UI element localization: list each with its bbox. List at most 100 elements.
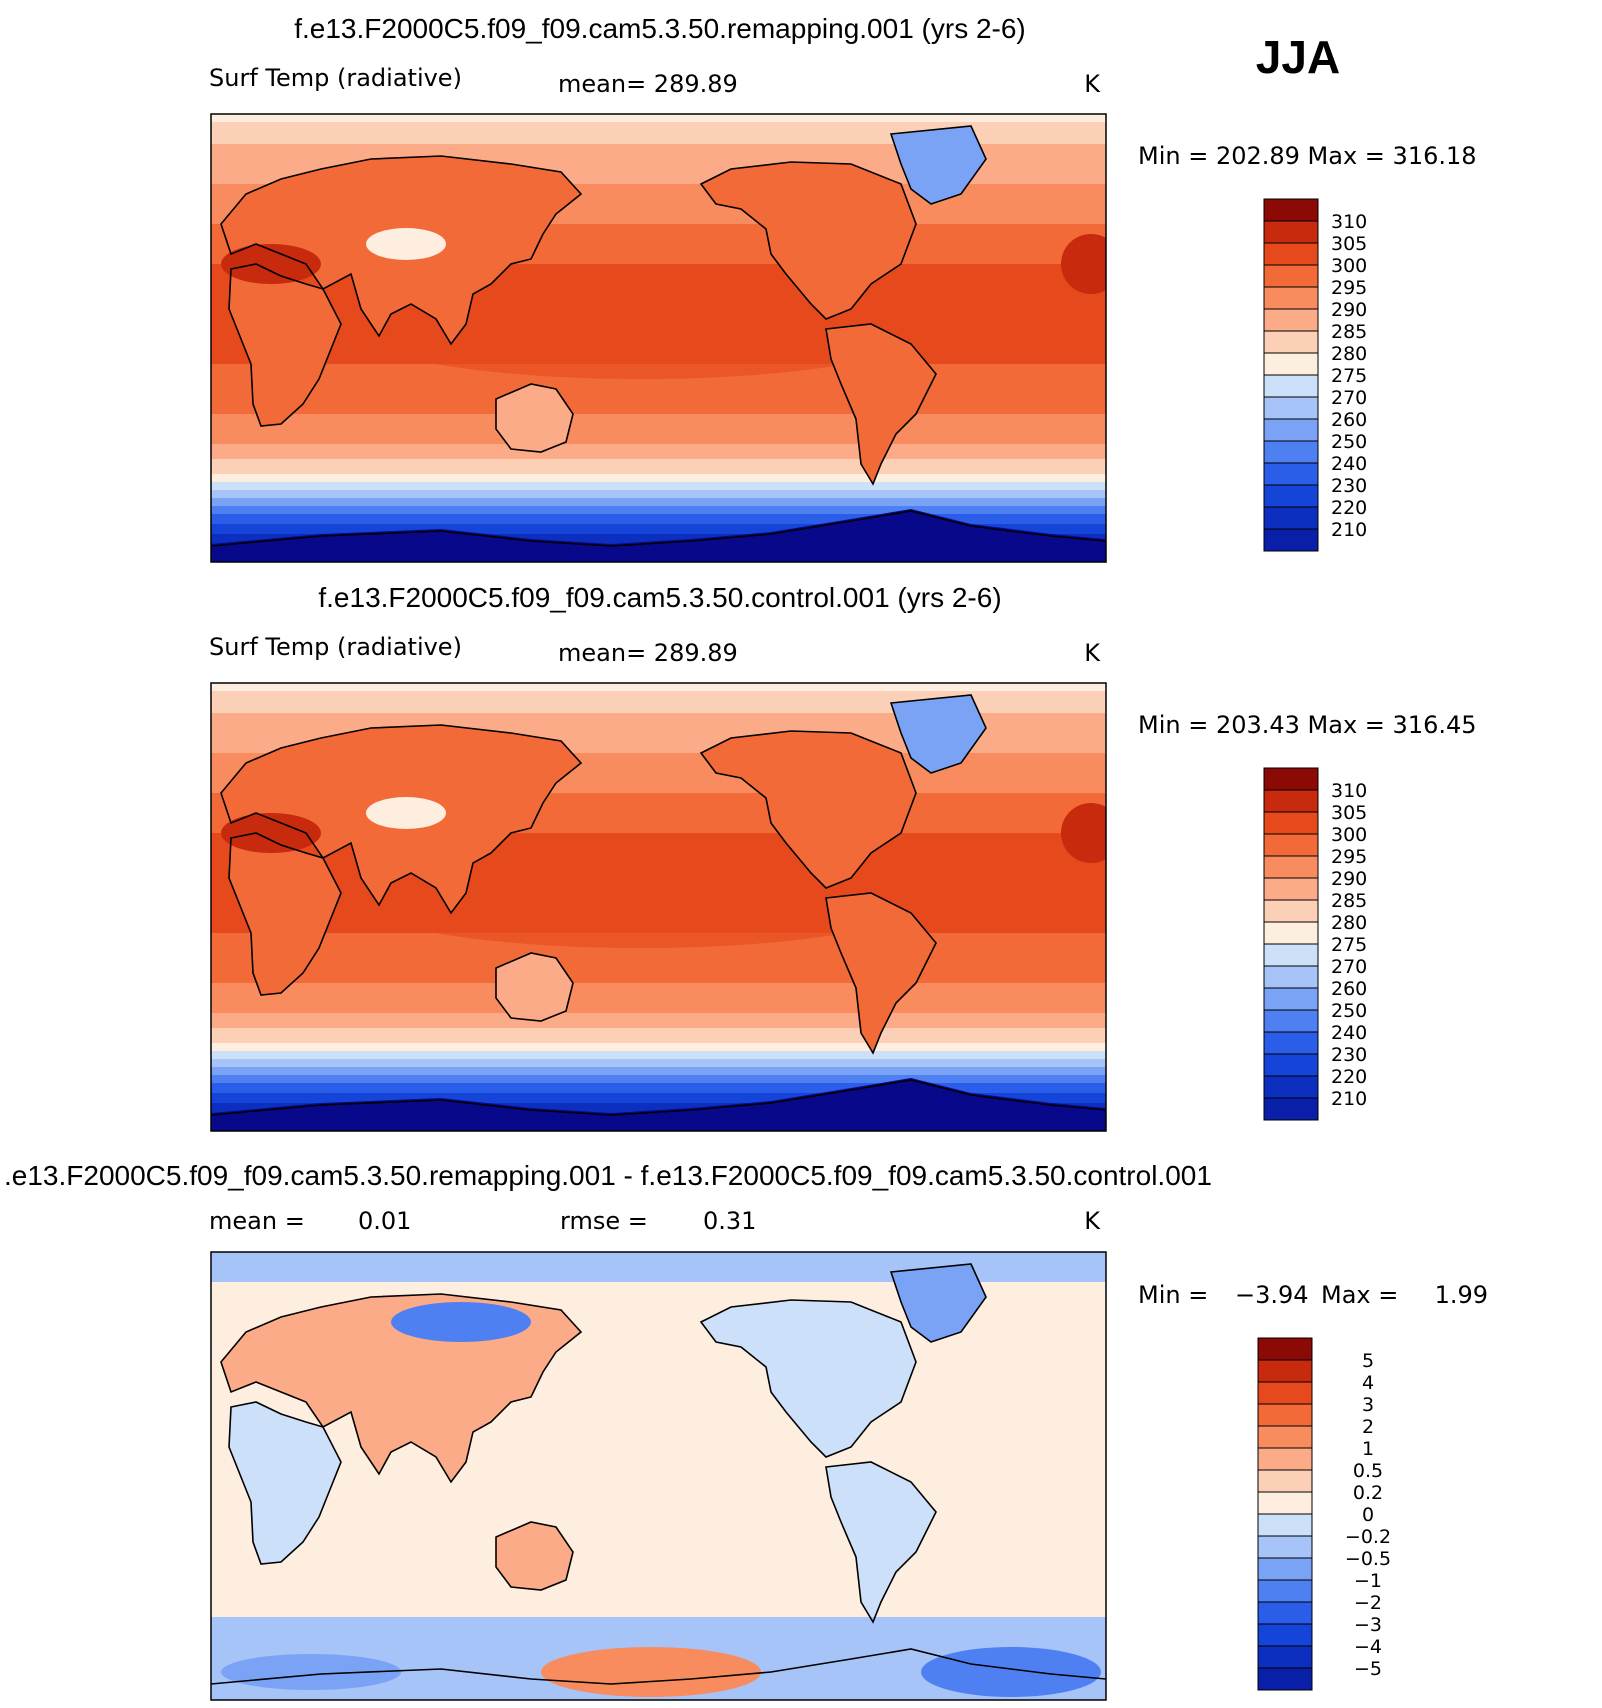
panel1-colorbar-tick: 280 (1331, 343, 1367, 365)
panel2-coastline-eurasia (220, 724, 583, 915)
panel3-colorbar-box (1257, 1447, 1313, 1471)
panel2-colorbar-tick: 280 (1331, 912, 1367, 934)
panel2-colorbar-tick: 230 (1331, 1044, 1367, 1066)
panel1-colorbar-box (1263, 352, 1319, 376)
panel2-lat-band (211, 1028, 1106, 1043)
panel2-coastline-australia (495, 952, 574, 1022)
panel2-frame (210, 682, 1107, 1132)
panel2-land-samerica (826, 893, 936, 1053)
panel2-colorbar-box (1263, 965, 1319, 989)
panel3-land-australia (496, 1522, 573, 1590)
panel1-coastline-namerica (699, 161, 917, 320)
panel2-field (211, 683, 1106, 1131)
panel3-rmse-label: rmse = (560, 1207, 648, 1235)
panel1-lat-band (211, 498, 1106, 506)
panel3-coastline-antarctica (211, 1648, 1106, 1685)
panel3-antarctic-cool-west (221, 1654, 401, 1690)
panel1-land-africa (229, 264, 341, 426)
panel1-colorbar-tick: 230 (1331, 475, 1367, 497)
panel2-colorbar-box (1263, 943, 1319, 967)
panel3-colorbar-tick: −3 (1354, 1614, 1382, 1636)
panel1-colorbar: 3103053002952902852802752702602502402302… (1263, 198, 1367, 552)
panel2-lat-band (211, 1075, 1106, 1083)
panel3-colorbar-box (1257, 1491, 1313, 1515)
panel1-map (210, 113, 1107, 563)
panel3-coastline-eurasia (220, 1293, 583, 1484)
panel2-colorbar-tick: 275 (1331, 934, 1367, 956)
panel2-lat-band (211, 1093, 1106, 1103)
panel1-coastline-greenland (889, 125, 987, 205)
panel2-minmax-label: Min = 203.43 Max = 316.45 (1138, 711, 1477, 739)
panel1-colorbar-box (1263, 308, 1319, 332)
panel1-colorbar-tick: 270 (1331, 387, 1367, 409)
panel3-colorbar-tick: 4 (1362, 1372, 1374, 1394)
panel2-colorbar-box (1263, 1097, 1319, 1121)
panel2-colorbar-tick: 220 (1331, 1066, 1367, 1088)
panel1-coastline-australia (495, 383, 574, 453)
panel1-colorbar-box (1263, 440, 1319, 464)
panel3-colorbar-box (1257, 1535, 1313, 1559)
panel2-coastline-greenland (889, 694, 987, 774)
panel3-min-value: −3.94 (1235, 1281, 1309, 1309)
panel1-lat-band (211, 514, 1106, 524)
panel1-colorbar-tick: 300 (1331, 255, 1367, 277)
panel3-land-africa (229, 1402, 341, 1564)
panel1-colorbar-box (1263, 220, 1319, 244)
panel2-colorbar-tick: 260 (1331, 978, 1367, 1000)
panel2-variable-label: Surf Temp (radiative) (209, 633, 462, 661)
panel1-colorbar-tick: 305 (1331, 233, 1367, 255)
panel1-field (211, 114, 1106, 562)
panel1-hot-spot-sahara (1061, 234, 1106, 294)
panel3-title: .e13.F2000C5.f09_f09.cam5.3.50.remapping… (4, 1160, 1212, 1191)
panel2-colorbar-box (1263, 1053, 1319, 1077)
panel1-variable-label: Surf Temp (radiative) (209, 64, 462, 92)
panel1-colorbar-box (1263, 374, 1319, 398)
panel2-colorbar-box (1263, 1075, 1319, 1099)
panel1-coastline-africa (228, 263, 342, 427)
panel2-colorbar-tick: 240 (1331, 1022, 1367, 1044)
panel3-mean-value: 0.01 (358, 1207, 411, 1235)
panel1-frame (210, 113, 1107, 563)
panel3-colorbar-tick: 0.2 (1353, 1482, 1383, 1504)
panel3-rmse-value: 0.31 (703, 1207, 756, 1235)
panel1-colorbar-tick: 310 (1331, 211, 1367, 233)
panel1-colorbar-tick: 260 (1331, 409, 1367, 431)
panel3-frame (210, 1251, 1107, 1701)
panel3-colorbar-box (1257, 1513, 1313, 1537)
panel2-colorbar-box (1263, 789, 1319, 813)
panel2-colorbar-tick: 295 (1331, 846, 1367, 868)
panel3-colorbar-box (1257, 1601, 1313, 1625)
panel2-land-antarctica (211, 1078, 1106, 1131)
panel1-lat-band (211, 474, 1106, 482)
panel1-colorbar-box (1263, 418, 1319, 442)
panel2-colorbar-tick: 305 (1331, 802, 1367, 824)
panel1-colorbar-box (1263, 286, 1319, 310)
panel1-colorbar-tick: 240 (1331, 453, 1367, 475)
panel3-colorbar-box (1257, 1623, 1313, 1647)
panel1-coastline-antarctica (211, 510, 1106, 547)
panel1-colorbar-tick: 285 (1331, 321, 1367, 343)
panel3-land-eurasia (221, 1294, 581, 1482)
panel3-colorbar-box (1257, 1359, 1313, 1383)
panel3-colorbar-tick: 3 (1362, 1394, 1374, 1416)
panel1-warm-pool (341, 269, 941, 379)
panel1-lat-band (211, 444, 1106, 459)
panel3-colorbar-tick: −0.2 (1345, 1526, 1391, 1548)
panel2-colorbar-box (1263, 921, 1319, 945)
panel3-colorbar-tick: 5 (1362, 1350, 1374, 1372)
panel3-colorbar-tick: 2 (1362, 1416, 1374, 1438)
panel3-field (211, 1252, 1106, 1700)
panel3-colorbar-box (1257, 1667, 1313, 1691)
panel2-colorbar-box (1263, 877, 1319, 901)
panel3-colorbar-box (1257, 1381, 1313, 1405)
panel3-coastline-australia (495, 1521, 574, 1591)
panel1-land-namerica (701, 162, 916, 319)
panel3-mean-label: mean = (209, 1207, 305, 1235)
panel2-lat-band (211, 1059, 1106, 1067)
panel1-coastline-eurasia (220, 155, 583, 346)
panel1-lat-band (211, 524, 1106, 534)
panel3-units-label: K (1084, 1207, 1101, 1235)
panel2-colorbar: 3103053002952902852802752702602502402302… (1263, 767, 1367, 1121)
panel3-land-namerica (701, 1300, 916, 1457)
panel1-tibet-cold (366, 228, 446, 260)
